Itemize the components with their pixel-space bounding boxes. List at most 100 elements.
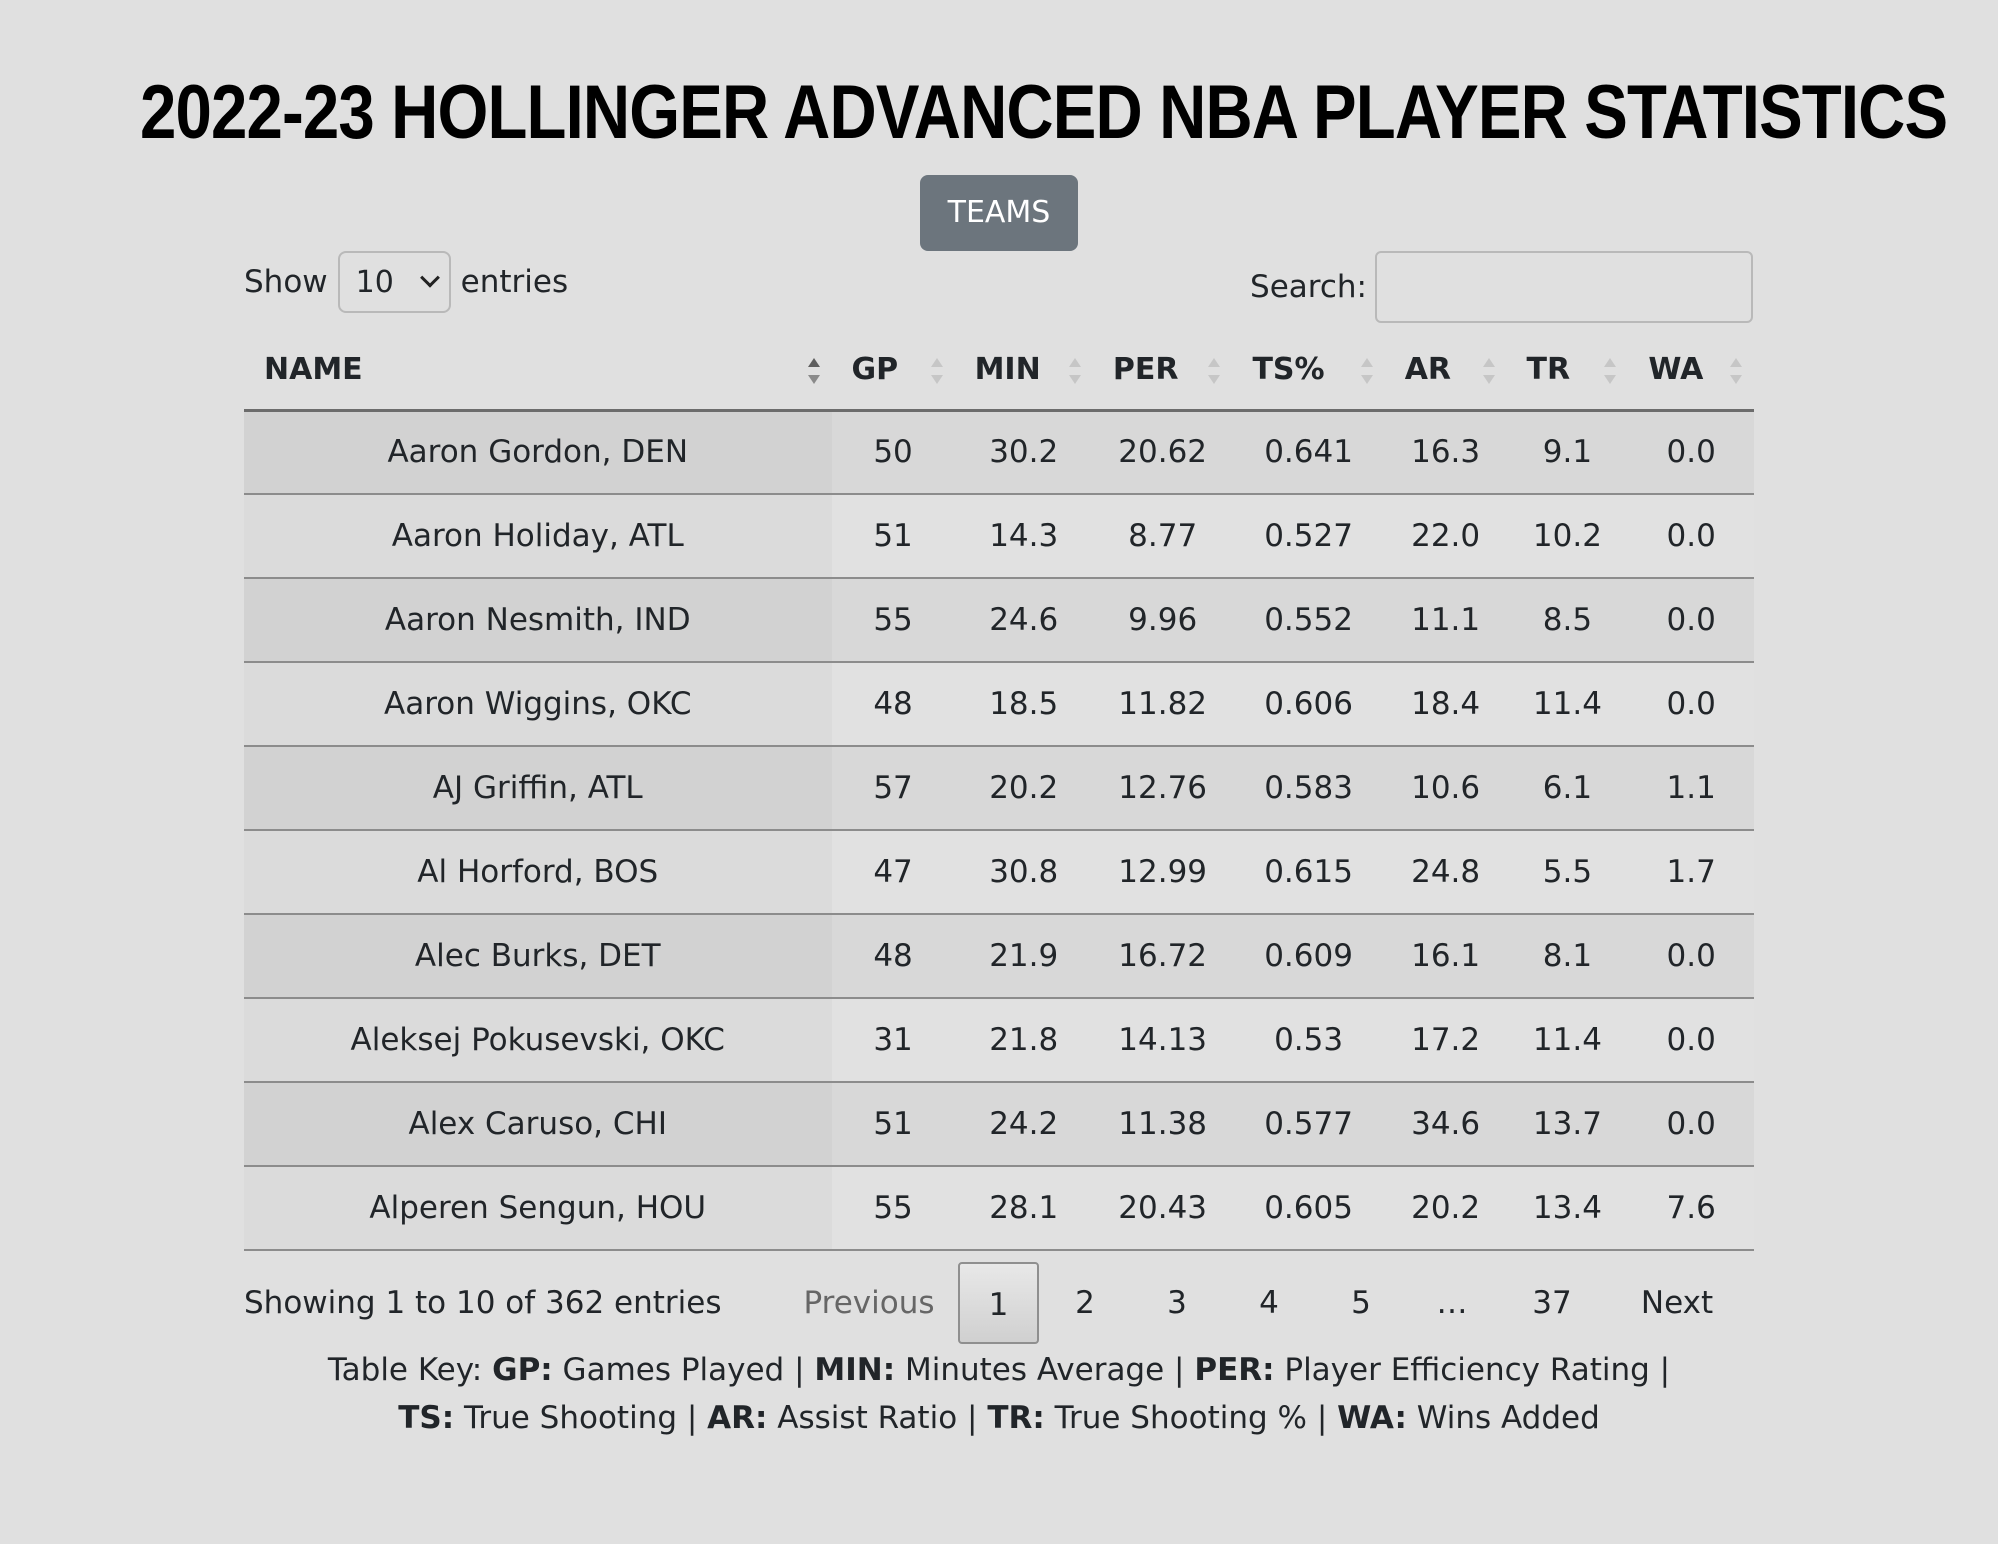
entries-label: entries xyxy=(460,264,569,300)
teams-button[interactable]: TEAMS xyxy=(920,175,1078,251)
cell-per: 16.72 xyxy=(1092,914,1233,999)
cell-gp: 31 xyxy=(831,998,955,1083)
cell-per: 20.62 xyxy=(1092,410,1233,495)
table-row: Al Horford, BOS 47 30.8 12.99 0.615 24.8 5.5 1.… xyxy=(244,830,1754,915)
cell-per: 11.38 xyxy=(1092,1082,1233,1167)
cell-wa: 1.1 xyxy=(1628,746,1754,831)
cell-ts: 0.577 xyxy=(1232,1082,1385,1167)
cell-wa: 0.0 xyxy=(1628,1082,1754,1167)
chevron-down-icon xyxy=(419,267,440,288)
table-key-desc: Wins Added xyxy=(1416,1400,1600,1436)
table-key-desc: Minutes Average xyxy=(905,1352,1165,1388)
column-header-label: TS% xyxy=(1252,351,1325,387)
table-key-line: TS: True Shooting | AR: Assist Ratio | T… xyxy=(398,1400,1600,1436)
column-header-label: MIN xyxy=(974,351,1041,387)
sort-icon xyxy=(1068,356,1081,386)
cell-wa: 0.0 xyxy=(1628,410,1754,495)
column-header-label: NAME xyxy=(264,351,363,387)
column-header-label: AR xyxy=(1404,351,1452,387)
table-row: Aaron Wiggins, OKC 48 18.5 11.82 0.606 18.4 11… xyxy=(244,662,1754,747)
cell-ts: 0.527 xyxy=(1232,494,1385,579)
cell-tr: 5.5 xyxy=(1506,830,1629,915)
cell-min: 24.6 xyxy=(954,578,1093,663)
search-input[interactable] xyxy=(1375,251,1753,323)
table-row: Aleksej Pokusevski, OKC 31 21.8 14.13 0.53 17… xyxy=(244,998,1754,1083)
page-button-4[interactable]: 4 xyxy=(1259,1285,1279,1321)
cell-name: Aleksej Pokusevski, OKC xyxy=(244,998,832,1083)
cell-per: 12.99 xyxy=(1092,830,1233,915)
cell-tr: 11.4 xyxy=(1506,998,1629,1083)
cell-ar: 10.6 xyxy=(1384,746,1507,831)
cell-min: 28.1 xyxy=(954,1166,1093,1251)
table-key-abbr: GP: xyxy=(492,1352,553,1388)
column-header-name[interactable]: NAME xyxy=(244,330,832,412)
table-key-abbr: TR: xyxy=(987,1400,1045,1436)
cell-tr: 8.5 xyxy=(1506,578,1629,663)
pagination: Previous 1 2 3 4 5 … 37 Next xyxy=(780,1262,1747,1344)
cell-wa: 0.0 xyxy=(1628,914,1754,999)
page-button-2[interactable]: 2 xyxy=(1075,1285,1095,1321)
cell-tr: 10.2 xyxy=(1506,494,1629,579)
cell-ar: 11.1 xyxy=(1384,578,1507,663)
cell-min: 30.8 xyxy=(954,830,1093,915)
page-button-37[interactable]: 37 xyxy=(1532,1285,1572,1321)
column-header-ar[interactable]: AR xyxy=(1384,330,1507,412)
cell-wa: 0.0 xyxy=(1628,494,1754,579)
column-header-wa[interactable]: WA xyxy=(1628,330,1754,412)
cell-gp: 48 xyxy=(831,914,955,999)
cell-ar: 34.6 xyxy=(1384,1082,1507,1167)
cell-tr: 11.4 xyxy=(1506,662,1629,747)
table-row: Aaron Holiday, ATL 51 14.3 8.77 0.527 22.0 10.… xyxy=(244,494,1754,579)
table-row: Aaron Nesmith, IND 55 24.6 9.96 0.552 11.1 8.5… xyxy=(244,578,1754,663)
previous-page-button[interactable]: Previous xyxy=(803,1285,935,1321)
cell-min: 21.9 xyxy=(954,914,1093,999)
table-row: Alex Caruso, CHI 51 24.2 11.38 0.577 34.6 13.7… xyxy=(244,1082,1754,1167)
cell-ar: 24.8 xyxy=(1384,830,1507,915)
cell-ar: 22.0 xyxy=(1384,494,1507,579)
page-button-1[interactable]: 1 xyxy=(958,1262,1039,1344)
cell-gp: 55 xyxy=(831,578,955,663)
cell-name: Alec Burks, DET xyxy=(244,914,832,999)
column-header-tr[interactable]: TR xyxy=(1506,330,1629,412)
next-page-button[interactable]: Next xyxy=(1640,1285,1714,1321)
cell-name: Aaron Nesmith, IND xyxy=(244,578,832,663)
cell-ts: 0.552 xyxy=(1232,578,1385,663)
column-header-gp[interactable]: GP xyxy=(831,330,955,412)
cell-gp: 57 xyxy=(831,746,955,831)
cell-gp: 51 xyxy=(831,1082,955,1167)
cell-gp: 47 xyxy=(831,830,955,915)
table-row: Aaron Gordon, DEN 50 30.2 20.62 0.641 16.3 9.1… xyxy=(244,410,1754,495)
table-key-desc: Assist Ratio xyxy=(777,1400,958,1436)
sort-icon xyxy=(1482,356,1495,386)
cell-tr: 8.1 xyxy=(1506,914,1629,999)
page-length-value: 10 xyxy=(355,264,394,300)
cell-name: Aaron Gordon, DEN xyxy=(244,410,832,495)
cell-ar: 16.3 xyxy=(1384,410,1507,495)
pagination-ellipsis: … xyxy=(1436,1285,1468,1321)
cell-ts: 0.615 xyxy=(1232,830,1385,915)
cell-ts: 0.53 xyxy=(1232,998,1385,1083)
column-header-per[interactable]: PER xyxy=(1092,330,1233,412)
cell-tr: 9.1 xyxy=(1506,410,1629,495)
page-length-control: Show 10 entries xyxy=(244,251,568,313)
cell-gp: 48 xyxy=(831,662,955,747)
sort-icon xyxy=(930,356,943,386)
search-label: Search: xyxy=(1250,269,1367,305)
cell-name: AJ Griffin, ATL xyxy=(244,746,832,831)
cell-min: 18.5 xyxy=(954,662,1093,747)
table-key-prefix: Table Key: xyxy=(327,1352,483,1388)
cell-gp: 51 xyxy=(831,494,955,579)
page-length-select[interactable]: 10 xyxy=(337,251,451,313)
sort-icon xyxy=(1360,356,1373,386)
sort-icon xyxy=(1208,356,1221,386)
cell-wa: 1.7 xyxy=(1628,830,1754,915)
cell-per: 12.76 xyxy=(1092,746,1233,831)
search-control: Search: xyxy=(1250,251,1753,323)
sort-icon xyxy=(1604,356,1617,386)
column-header-label: PER xyxy=(1112,351,1179,387)
page-button-5[interactable]: 5 xyxy=(1351,1285,1371,1321)
page-button-3[interactable]: 3 xyxy=(1167,1285,1187,1321)
column-header-ts[interactable]: TS% xyxy=(1232,330,1385,412)
column-header-min[interactable]: MIN xyxy=(954,330,1093,412)
cell-tr: 13.7 xyxy=(1506,1082,1629,1167)
